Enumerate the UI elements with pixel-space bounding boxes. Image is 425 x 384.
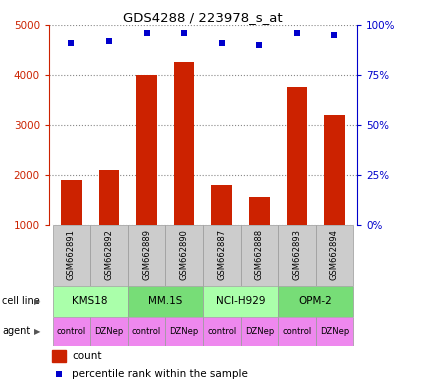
Text: KMS18: KMS18 — [72, 296, 108, 306]
Bar — [203, 317, 241, 346]
Text: MM.1S: MM.1S — [148, 296, 183, 306]
Text: ▶: ▶ — [34, 297, 41, 306]
Point — [331, 32, 338, 38]
Bar — [90, 317, 128, 346]
Point — [68, 40, 75, 46]
Bar — [52, 350, 66, 362]
Bar — [53, 286, 128, 317]
Text: percentile rank within the sample: percentile rank within the sample — [72, 369, 248, 379]
Bar — [165, 317, 203, 346]
Text: GSM662891: GSM662891 — [67, 229, 76, 280]
Bar — [241, 225, 278, 286]
Bar — [61, 180, 82, 275]
Text: DZNep: DZNep — [170, 327, 199, 336]
Text: OPM-2: OPM-2 — [299, 296, 332, 306]
Bar — [165, 225, 203, 286]
Bar — [249, 197, 269, 275]
Text: DZNep: DZNep — [245, 327, 274, 336]
Bar — [90, 225, 128, 286]
Bar — [286, 88, 307, 275]
Point — [143, 30, 150, 36]
Bar — [278, 225, 316, 286]
Bar — [128, 225, 165, 286]
Text: GSM662889: GSM662889 — [142, 228, 151, 280]
Text: NCI-H929: NCI-H929 — [216, 296, 265, 306]
Text: GSM662888: GSM662888 — [255, 228, 264, 280]
Bar — [53, 225, 90, 286]
Bar — [278, 286, 353, 317]
Bar — [211, 185, 232, 275]
Text: control: control — [57, 327, 86, 336]
Bar — [278, 317, 316, 346]
Text: GSM662890: GSM662890 — [180, 229, 189, 280]
Bar — [174, 63, 195, 275]
Text: DZNep: DZNep — [94, 327, 124, 336]
Text: GSM662894: GSM662894 — [330, 229, 339, 280]
Bar — [128, 286, 203, 317]
Bar — [203, 286, 278, 317]
Text: agent: agent — [2, 326, 30, 336]
Bar — [241, 317, 278, 346]
Text: cell line: cell line — [2, 296, 40, 306]
Point — [256, 42, 263, 48]
Text: GSM662892: GSM662892 — [105, 229, 113, 280]
Point — [105, 38, 112, 44]
Bar — [128, 317, 165, 346]
Text: count: count — [72, 351, 102, 361]
Bar — [203, 225, 241, 286]
Text: GSM662893: GSM662893 — [292, 228, 301, 280]
Point — [55, 371, 62, 377]
Point — [181, 30, 187, 36]
Bar — [99, 170, 119, 275]
Text: control: control — [132, 327, 161, 336]
Title: GDS4288 / 223978_s_at: GDS4288 / 223978_s_at — [123, 11, 283, 24]
Bar — [324, 115, 345, 275]
Point — [294, 30, 300, 36]
Bar — [136, 75, 157, 275]
Point — [218, 40, 225, 46]
Bar — [53, 317, 90, 346]
Text: control: control — [207, 327, 236, 336]
Text: control: control — [282, 327, 312, 336]
Bar — [316, 317, 353, 346]
Bar — [316, 225, 353, 286]
Text: GSM662887: GSM662887 — [217, 228, 226, 280]
Text: ▶: ▶ — [34, 327, 41, 336]
Text: DZNep: DZNep — [320, 327, 349, 336]
